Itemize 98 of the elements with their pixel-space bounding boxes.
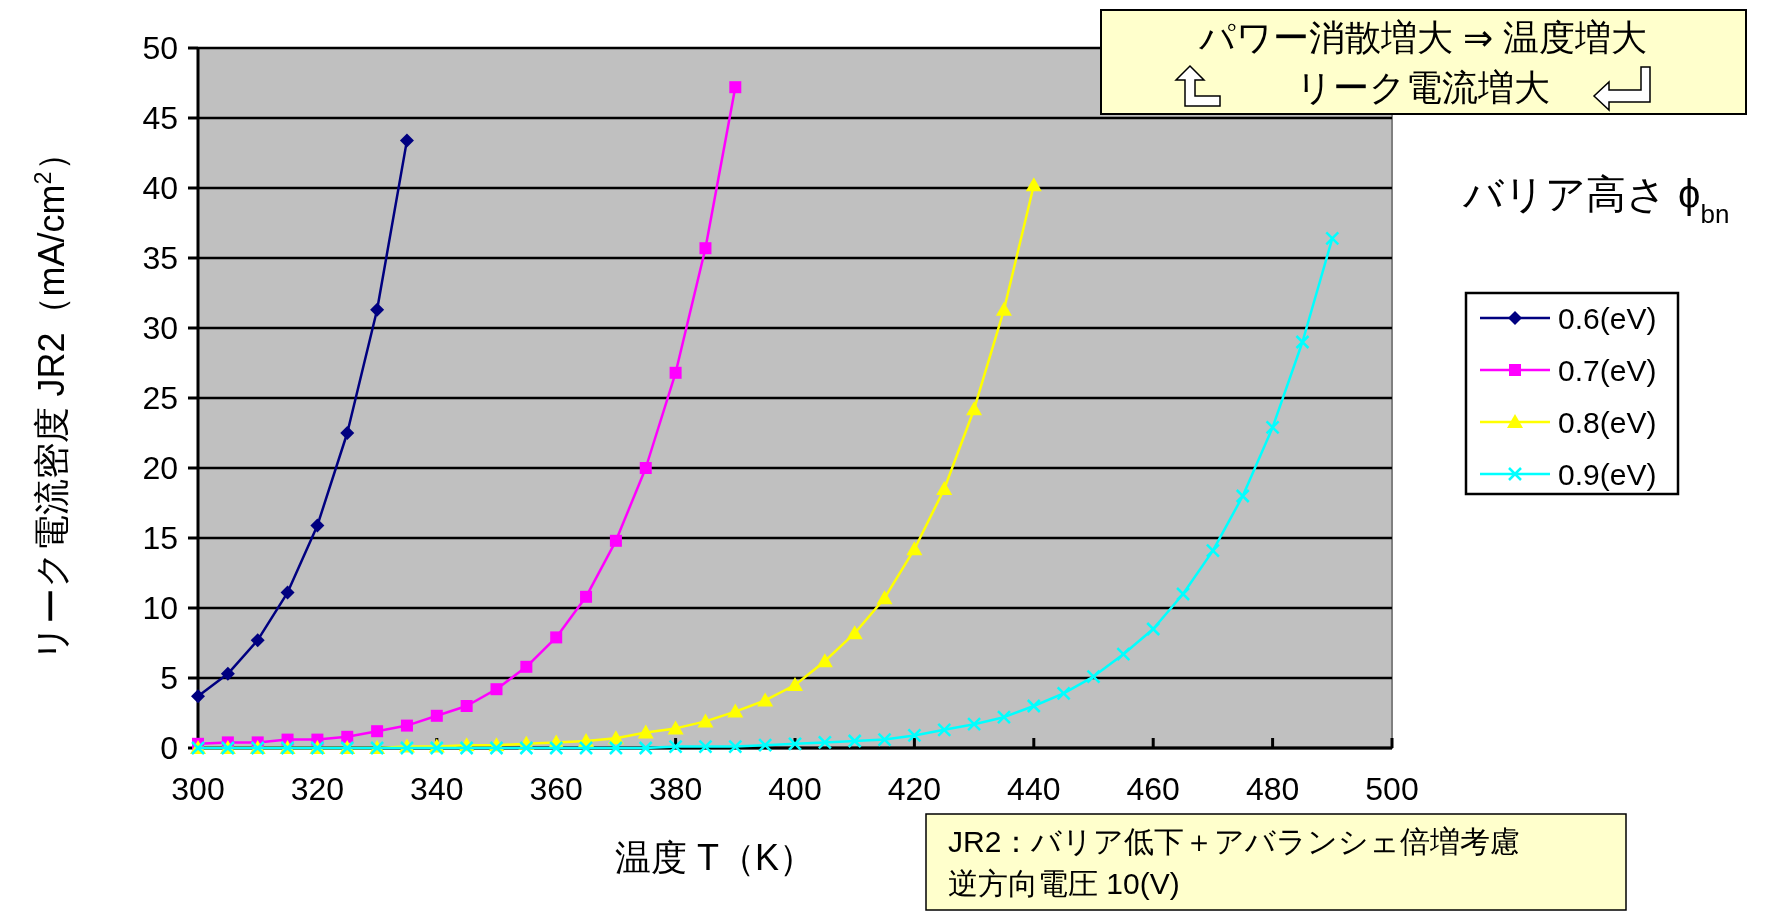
y-tick-label: 35 (142, 240, 178, 277)
x-axis-title: 温度 T（K） (614, 837, 816, 878)
point (1295, 334, 1310, 350)
point (609, 534, 622, 547)
point (727, 703, 744, 718)
legend-label: 0.6(eV) (1558, 301, 1657, 335)
point (520, 660, 533, 673)
point (1145, 621, 1161, 637)
y-tick-label: 30 (142, 310, 178, 347)
point (580, 590, 593, 603)
point (669, 366, 682, 379)
y-tick-label: 0 (160, 730, 178, 767)
point (1056, 686, 1071, 701)
point (250, 633, 265, 648)
point (907, 728, 922, 743)
x-tick-label: 340 (410, 771, 464, 807)
point (1026, 698, 1042, 714)
point (430, 709, 443, 722)
legend-label: 0.8(eV) (1558, 405, 1657, 439)
point (399, 133, 414, 148)
x-tick-label: 380 (648, 771, 703, 807)
point (638, 740, 653, 756)
point (847, 733, 862, 749)
point (578, 740, 594, 756)
point (400, 719, 413, 732)
point (787, 736, 803, 752)
x-tick-label: 320 (290, 771, 345, 807)
point (519, 740, 534, 756)
point (699, 242, 712, 255)
point (906, 541, 923, 556)
point (550, 631, 563, 644)
x-tick-label: 500 (1365, 771, 1419, 807)
point (1265, 420, 1280, 435)
point (280, 585, 295, 600)
point (936, 481, 953, 495)
point (608, 740, 624, 756)
point (1325, 231, 1340, 246)
point (846, 625, 863, 640)
point (1205, 543, 1221, 558)
y-tick-label: 5 (160, 660, 178, 697)
y-tick-label: 25 (142, 380, 178, 417)
point (757, 692, 774, 707)
legend-label: 0.7(eV) (1558, 353, 1657, 387)
x-tick-label: 400 (768, 771, 822, 807)
point (995, 301, 1012, 316)
point (371, 725, 384, 738)
point (1116, 646, 1131, 662)
point (1235, 488, 1250, 504)
y-tick-label: 50 (142, 30, 178, 67)
y-tick-label: 20 (142, 450, 178, 487)
text: JR2：バリア低下＋アバランシェ倍増考慮 (948, 825, 1521, 858)
x-tick-label: 300 (171, 771, 225, 807)
point (876, 590, 893, 605)
point (370, 302, 385, 317)
point (489, 740, 504, 756)
y-tick-label: 45 (142, 100, 178, 137)
text: 逆方向電圧 10(V) (948, 867, 1180, 900)
x-tick-label: 480 (1245, 771, 1300, 807)
point (697, 713, 714, 728)
point (1086, 669, 1101, 684)
point (996, 709, 1012, 725)
legend-title: バリア高さ ϕ$_{bn}$ (1462, 172, 1730, 229)
x-tick-label: 360 (529, 771, 583, 807)
point (787, 677, 803, 691)
point (459, 740, 474, 756)
point (460, 700, 473, 712)
point (548, 740, 564, 756)
y-tick-label: 15 (142, 520, 178, 557)
point (966, 401, 983, 416)
point (490, 683, 503, 696)
point (341, 730, 354, 743)
point (191, 689, 205, 704)
point (637, 724, 654, 739)
point (310, 518, 325, 533)
point (816, 653, 833, 668)
point (1025, 177, 1042, 192)
point (728, 739, 743, 754)
point (877, 732, 892, 747)
point (817, 735, 833, 750)
x-tick-label: 420 (887, 771, 942, 807)
point (667, 720, 684, 735)
y-tick-label: 10 (142, 590, 178, 627)
point (729, 81, 742, 94)
y-tick-label: 40 (142, 170, 178, 207)
point (937, 722, 952, 738)
point (220, 666, 235, 681)
annotation: リーク電流増大 (1296, 67, 1550, 108)
x-tick-label: 440 (1007, 771, 1061, 807)
point (340, 426, 355, 440)
point (698, 739, 713, 754)
point (1175, 586, 1191, 602)
point (639, 462, 652, 474)
point (966, 716, 982, 732)
annotation: パワー消散増大 ⇒ 温度増大 (1197, 17, 1648, 58)
point (668, 739, 683, 754)
legend-label: 0.9(eV) (1558, 457, 1657, 491)
x-tick-label: 460 (1126, 771, 1180, 807)
point (757, 737, 773, 753)
